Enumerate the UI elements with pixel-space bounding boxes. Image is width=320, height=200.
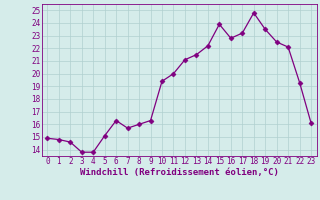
X-axis label: Windchill (Refroidissement éolien,°C): Windchill (Refroidissement éolien,°C) [80, 168, 279, 177]
